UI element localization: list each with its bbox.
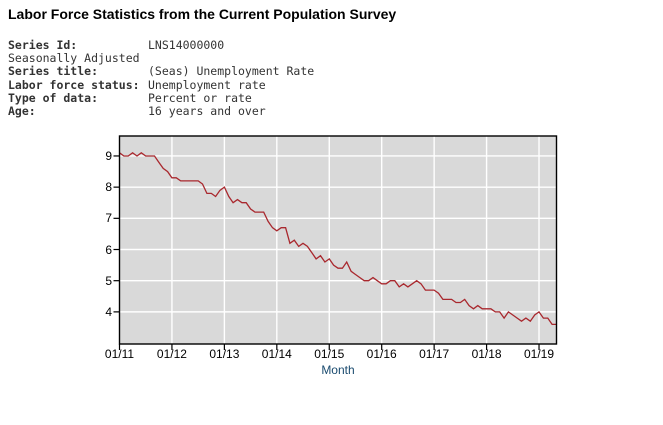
metadata-label: Series Id: (8, 38, 78, 52)
y-axis-tick-label: 5 (105, 273, 112, 288)
metadata-value: 16 years and over (148, 103, 266, 118)
x-axis-tick-label: 01/12 (156, 347, 187, 361)
metadata-row: Age: 16 years and over (8, 103, 314, 118)
x-axis-tick-label: 01/16 (366, 347, 397, 361)
x-axis-tick-label: 01/18 (471, 347, 502, 361)
y-axis-tick-label: 6 (105, 242, 112, 257)
metadata-label: Series title: (8, 64, 99, 79)
metadata-value: Percent or rate (148, 90, 252, 105)
x-axis-title: Month (321, 363, 355, 377)
y-axis-tick-label: 4 (105, 304, 112, 319)
metadata-label: Labor force status: (8, 77, 140, 92)
x-axis-tick-label: 01/14 (261, 347, 292, 361)
y-axis-tick-label: 7 (105, 211, 112, 226)
page-title: Labor Force Statistics from the Current … (8, 6, 397, 22)
x-axis-tick-label: 01/15 (314, 347, 345, 361)
metadata-value: LNS14000000 (148, 38, 225, 52)
plot-border (118, 135, 558, 345)
metadata-value: Unemployment rate (148, 77, 266, 92)
metadata-row: Series Id: LNS14000000 (8, 38, 314, 52)
metadata-value: (Seas) Unemployment Rate (148, 64, 315, 79)
metadata-row: Series title: (Seas) Unemployment Rate (8, 65, 314, 78)
series-metadata: Series Id: LNS14000000 Seasonally Adjusted… (8, 38, 314, 118)
plot-background (119, 136, 557, 344)
x-axis-tick-label: 01/19 (524, 347, 555, 361)
y-axis-tick-label: 9 (105, 148, 112, 163)
x-axis-tick-label: 01/11 (104, 347, 135, 361)
metadata-row: Type of data: Percent or rate (8, 90, 314, 105)
metadata-row: Labor force status: Unemployment rate (8, 77, 314, 92)
unemployment-rate-chart (113, 135, 558, 350)
metadata-row: Seasonally Adjusted (8, 51, 314, 66)
metadata-label: Seasonally Adjusted (8, 51, 140, 66)
x-axis-tick-label: 01/13 (209, 347, 240, 361)
metadata-label: Age: (8, 103, 36, 118)
metadata-label: Type of data: (8, 90, 99, 105)
y-axis-tick-label: 8 (105, 180, 112, 195)
data-line (119, 151, 557, 326)
x-axis-tick-label: 01/17 (419, 347, 450, 361)
